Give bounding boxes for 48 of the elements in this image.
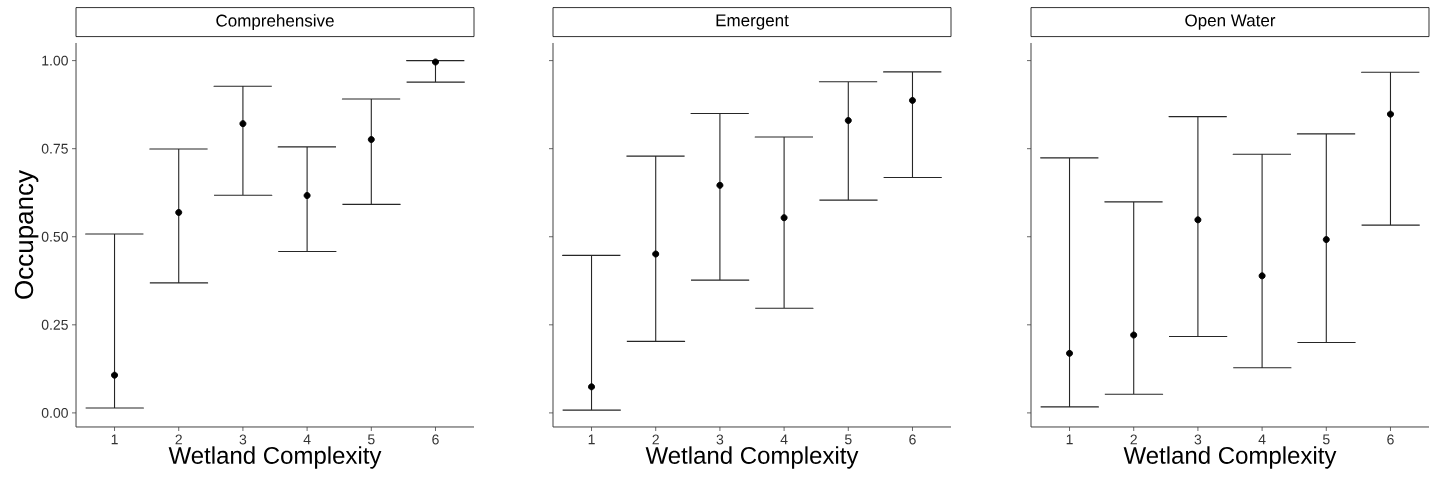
point: [303, 192, 311, 200]
point: [716, 181, 724, 189]
x-tick-label: 1: [588, 434, 595, 445]
x-tick-label: 6: [1387, 434, 1394, 445]
point: [431, 58, 439, 66]
x-tick-label: 3: [1194, 434, 1202, 445]
point: [1194, 216, 1202, 224]
x-tick-label: 6: [432, 434, 439, 445]
chart-title: Emergent: [716, 14, 789, 30]
point: [1066, 349, 1074, 357]
chart-title: Open Water: [1185, 14, 1276, 30]
x-axis-title: Wetland Complexity: [645, 446, 859, 469]
point: [175, 208, 183, 216]
x-tick-label: 3: [239, 434, 247, 445]
y-tick-label: 0.50: [41, 231, 68, 242]
x-tick-label: 1: [1066, 434, 1073, 445]
x-axis-title: Wetland Complexity: [168, 446, 382, 469]
x-tick-label: 5: [1322, 434, 1330, 445]
point: [652, 250, 660, 258]
x-tick-label: 4: [1258, 434, 1266, 445]
x-tick-label: 1: [111, 434, 118, 445]
x-tick-label: 3: [716, 434, 724, 445]
x-axis-title: Wetland Complexity: [1123, 446, 1337, 469]
point: [1130, 331, 1138, 339]
point: [1386, 110, 1394, 118]
x-tick-label: 6: [909, 434, 916, 445]
point: [908, 96, 916, 104]
y-axis-title: Occupancy: [14, 170, 39, 299]
chart-title: Comprehensive: [216, 14, 334, 31]
x-tick-label: 5: [367, 434, 375, 445]
point: [588, 383, 596, 391]
point: [367, 136, 375, 144]
x-tick-label: 5: [844, 434, 852, 445]
x-tick-label: 4: [780, 434, 788, 445]
point: [780, 214, 788, 222]
y-tick-label: 0.75: [41, 143, 68, 154]
y-tick-label: 0.00: [41, 407, 68, 418]
x-tick-label: 2: [652, 434, 659, 445]
y-tick-label: 0.25: [41, 319, 68, 330]
point: [844, 116, 852, 124]
y-tick-label: 1.00: [42, 55, 68, 66]
point: [111, 371, 119, 379]
point: [1322, 236, 1330, 244]
x-tick-label: 2: [1130, 434, 1137, 445]
point: [239, 120, 247, 128]
point: [1258, 272, 1266, 280]
x-tick-label: 2: [175, 434, 182, 445]
x-tick-label: 4: [303, 434, 311, 445]
